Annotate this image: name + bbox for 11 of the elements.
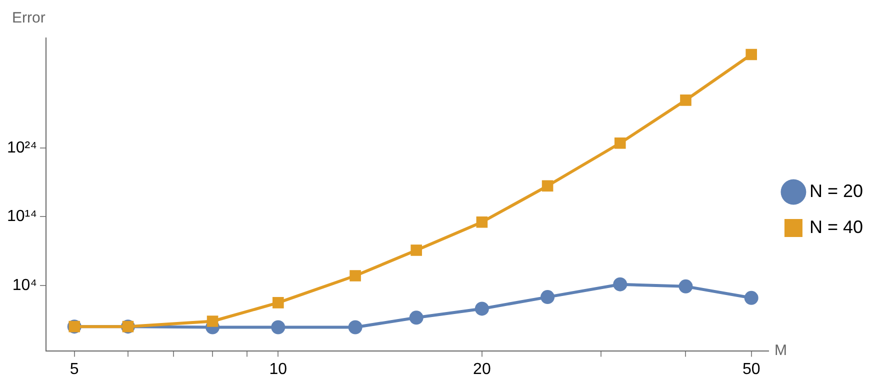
x-tick-label: 50: [742, 360, 760, 378]
y-tick-label: 10¹⁴: [7, 208, 38, 226]
y-axis-title: Error: [12, 10, 46, 27]
x-tick-label: 20: [473, 360, 491, 378]
legend-label: N = 40: [809, 216, 864, 237]
y-tick-label: 10²⁴: [7, 139, 38, 156]
legend-label: N = 20: [809, 180, 864, 201]
x-tick-label: 10: [269, 360, 288, 378]
x-axis-title: M: [774, 342, 787, 359]
x-tick-label: 5: [70, 360, 79, 378]
y-tick-label: 10⁴: [12, 276, 38, 294]
